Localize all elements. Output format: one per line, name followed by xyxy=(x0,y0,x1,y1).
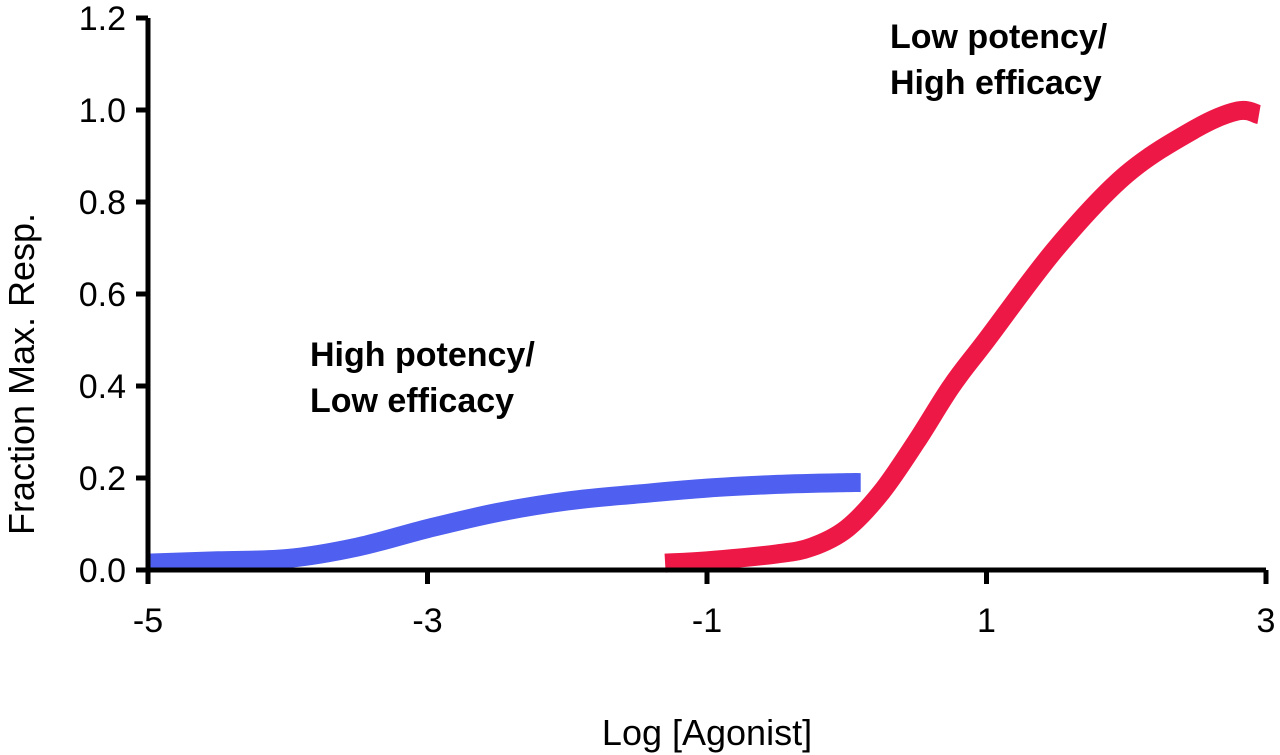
y-tick-label: 0.4 xyxy=(79,368,126,406)
y-axis-title: Fraction Max. Resp. xyxy=(1,213,42,535)
annotation-line: High potency/ xyxy=(310,336,535,374)
series-layer xyxy=(147,100,1262,573)
x-tick-label: -5 xyxy=(133,602,163,640)
y-tick-label: 0.6 xyxy=(79,276,126,314)
ticks: 0.0 0.2 0.4 0.6 0.8 1.0 1.2 -5 -3 -1 1 3 xyxy=(79,0,1276,640)
annotation-high-potency: High potency/ Low efficacy xyxy=(310,336,544,420)
x-tick-label: 1 xyxy=(977,602,996,640)
series-line-0 xyxy=(147,472,861,573)
annotation-line: High efficacy xyxy=(890,64,1102,102)
x-tick-label: -1 xyxy=(692,602,722,640)
y-tick-label: 0.8 xyxy=(79,184,126,222)
y-tick-label: 0.0 xyxy=(79,552,126,590)
annotation-line: Low efficacy xyxy=(310,382,514,420)
x-axis-title: Log [Agonist] xyxy=(602,712,812,753)
annotation-low-potency: Low potency/ High efficacy xyxy=(890,18,1117,102)
series-line-1 xyxy=(664,100,1262,573)
y-tick-label: 1.0 xyxy=(79,92,126,130)
x-tick-label: 3 xyxy=(1257,602,1276,640)
y-tick-label: 0.2 xyxy=(79,460,126,498)
y-tick-label: 1.2 xyxy=(79,0,126,38)
x-tick-label: -3 xyxy=(412,602,442,640)
annotation-line: Low potency/ xyxy=(890,18,1108,56)
